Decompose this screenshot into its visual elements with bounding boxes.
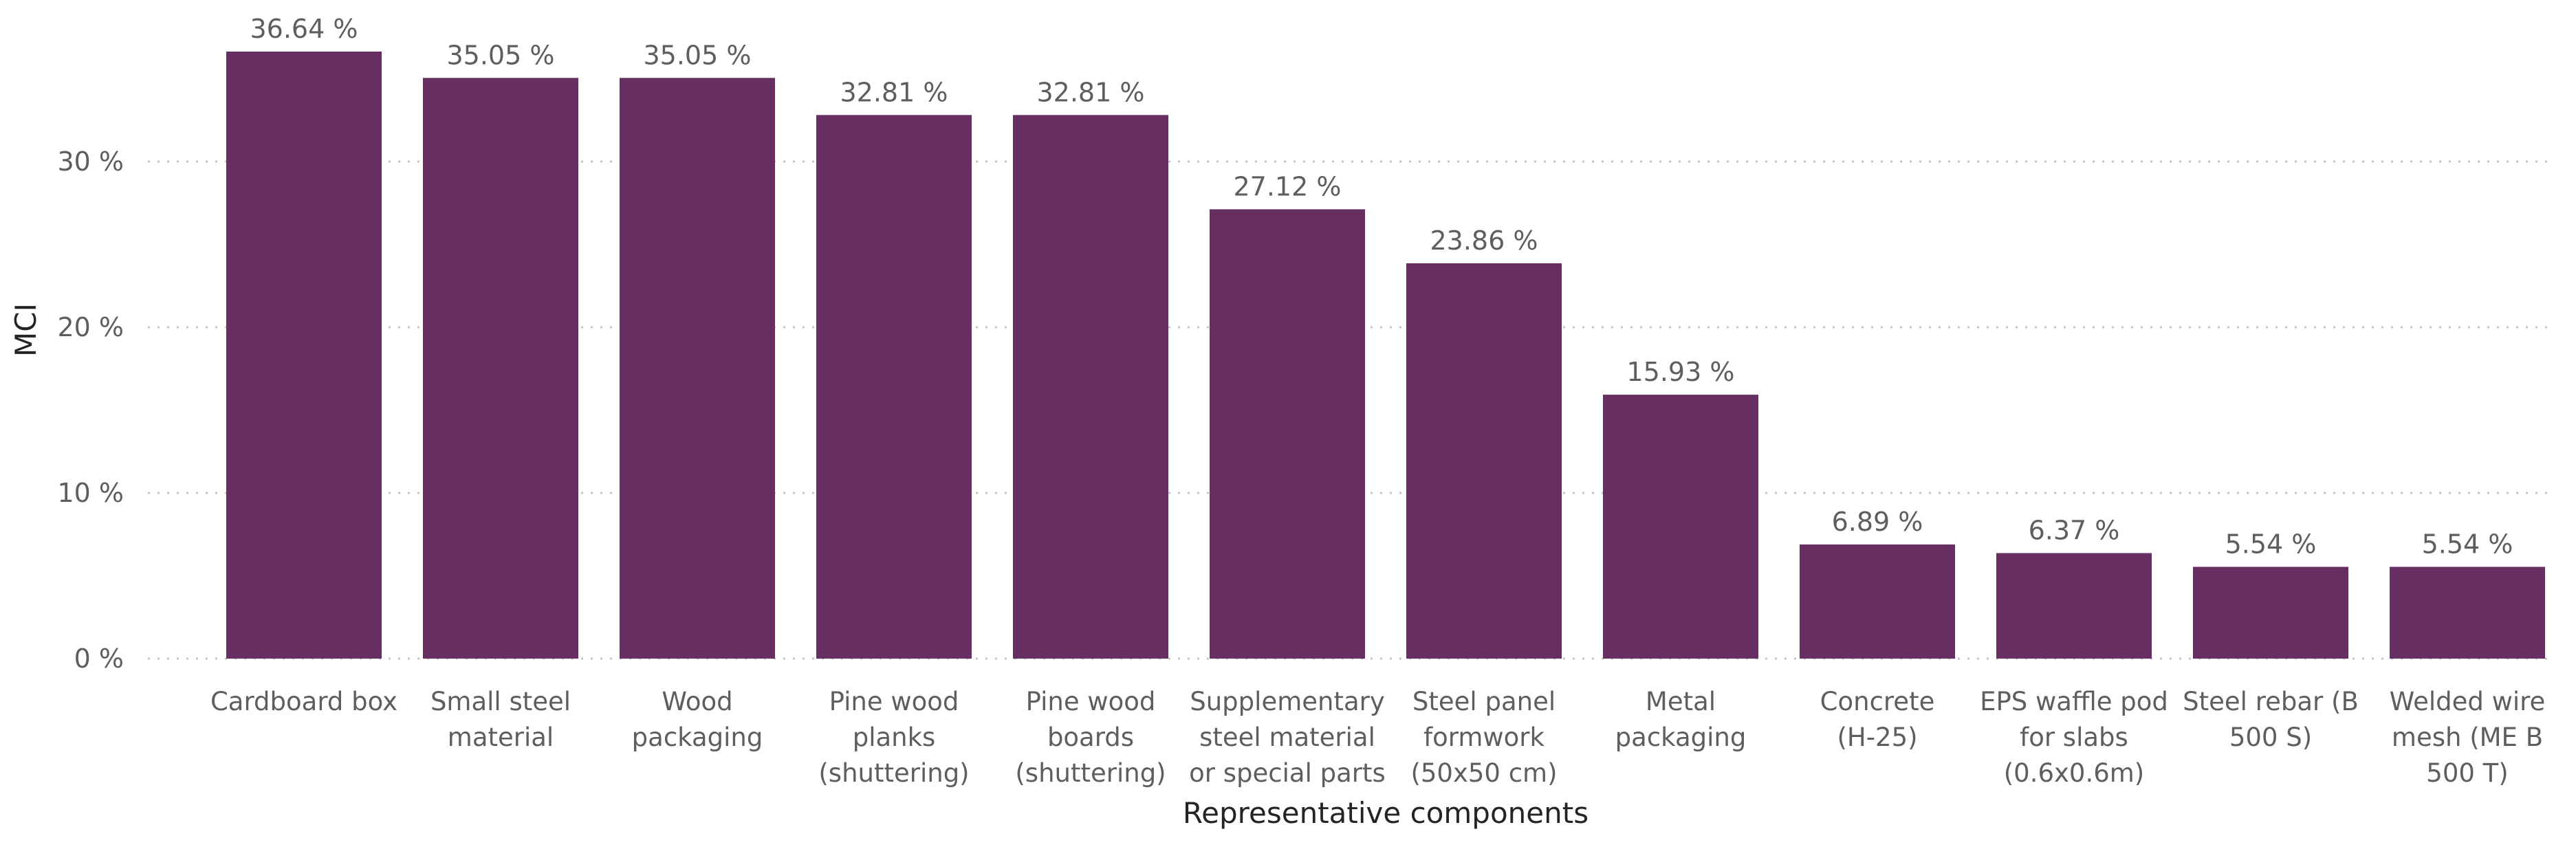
category-label: Pine wood boards (shuttering)	[1015, 687, 1166, 788]
data-label: 27.12 %	[1234, 171, 1342, 201]
y-tick-label: 0 %	[74, 644, 124, 674]
data-label: 35.05 %	[644, 40, 752, 70]
category-label: Cardboard box	[210, 687, 397, 716]
data-label: 23.86 %	[1430, 226, 1538, 256]
category-label: Wood packaging	[632, 687, 763, 752]
data-label: 6.89 %	[1832, 507, 1923, 537]
bar[interactable]	[1013, 115, 1168, 659]
bar[interactable]	[1406, 263, 1562, 659]
data-label: 32.81 %	[840, 77, 948, 107]
data-label: 35.05 %	[447, 40, 555, 70]
data-label: 6.37 %	[2029, 515, 2120, 545]
category-label: Small steel material	[430, 687, 571, 752]
data-label: 15.93 %	[1627, 357, 1735, 387]
bar[interactable]	[1800, 544, 1955, 659]
x-axis-categories: Cardboard box Small steel material Wood pack…	[210, 687, 2545, 788]
y-axis-title: MCI	[9, 303, 43, 357]
category-label: Supplementary steel material or special pa…	[1189, 687, 1386, 788]
y-tick-label: 20 %	[57, 312, 124, 342]
bars	[226, 52, 2545, 659]
bar[interactable]	[816, 115, 972, 659]
bar[interactable]	[2193, 566, 2348, 659]
bar[interactable]	[2390, 566, 2545, 659]
gridlines	[148, 160, 2553, 660]
data-label: 32.81 %	[1037, 77, 1145, 107]
category-label: Steel rebar (B 500 S)	[2183, 687, 2359, 752]
category-label: Concrete (H-25)	[1820, 687, 1935, 752]
bar[interactable]	[226, 52, 382, 659]
x-axis-title: Representative components	[1183, 796, 1589, 830]
bar[interactable]	[1996, 553, 2152, 659]
bar[interactable]	[620, 78, 775, 659]
y-axis-ticks: 0 % 10 % 20 % 30 %	[57, 146, 124, 674]
data-label: 36.64 %	[250, 14, 358, 44]
bar[interactable]	[1210, 209, 1365, 659]
data-labels: 36.64 % 35.05 % 35.05 % 32.81 % 32.81 % 27.12…	[250, 14, 2513, 559]
data-label: 5.54 %	[2422, 529, 2513, 559]
y-tick-label: 30 %	[57, 146, 124, 177]
data-label: 5.54 %	[2225, 529, 2317, 559]
y-tick-label: 10 %	[57, 478, 124, 508]
category-label: Welded wire mesh (ME B 500 T)	[2390, 687, 2546, 788]
bar[interactable]	[1603, 395, 1758, 659]
category-label: Metal packaging	[1615, 687, 1747, 752]
category-label: EPS waffle pod for slabs (0.6x0.6m)	[1980, 687, 2168, 788]
category-label: Steel panel formwork (50x50 cm)	[1410, 687, 1557, 788]
category-label: Pine wood planks (shuttering)	[818, 687, 969, 788]
bar[interactable]	[423, 78, 578, 659]
